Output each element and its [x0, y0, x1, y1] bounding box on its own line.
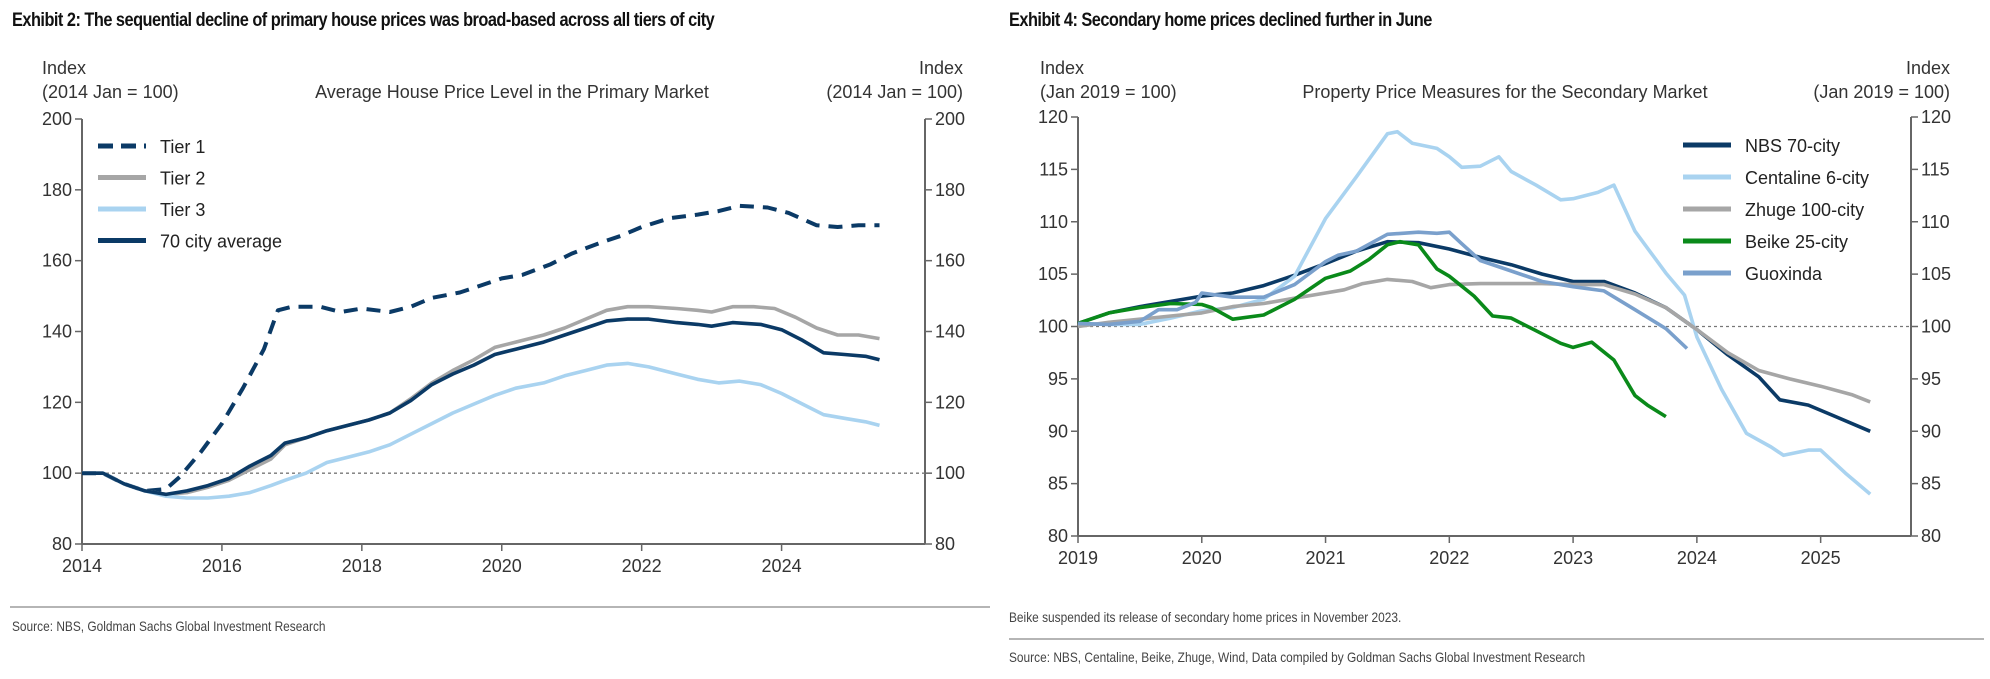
- y-tick-label-left: 120: [42, 392, 72, 412]
- y-tick-label-left: 110: [1039, 212, 1068, 232]
- right-axis-label-line1: Index: [1906, 58, 1950, 78]
- y-tick-label-right: 105: [1921, 264, 1951, 284]
- y-tick-label-right: 120: [1921, 107, 1951, 127]
- legend-label: Zhuge 100-city: [1745, 200, 1864, 220]
- y-tick-label-left: 140: [42, 322, 72, 342]
- left-axis-label-line1: Index: [42, 58, 86, 78]
- right-axis-label-line2: (Jan 2019 = 100): [1813, 82, 1950, 102]
- y-tick-label-left: 105: [1038, 264, 1068, 284]
- exhibit-4-title: Exhibit 4: Secondary home prices decline…: [1009, 10, 1432, 31]
- x-tick-label: 2023: [1553, 548, 1593, 568]
- y-tick-label-left: 85: [1048, 474, 1068, 494]
- y-tick-label-left: 80: [1048, 526, 1068, 546]
- series-line-tier-1: [82, 203, 880, 493]
- legend-label: Tier 3: [160, 200, 205, 220]
- right-divider: [1009, 638, 1984, 640]
- y-tick-label-right: 100: [935, 463, 965, 483]
- secondary-market-chart: Index (Jan 2019 = 100) Index (Jan 2019 =…: [1038, 58, 1951, 568]
- series-line-tier-3: [82, 361, 880, 500]
- right-axis-label-line1: Index: [919, 58, 963, 78]
- legend-label: Beike 25-city: [1745, 232, 1848, 252]
- y-tick-label-left: 80: [52, 534, 72, 554]
- y-tick-label-right: 85: [1921, 474, 1941, 494]
- y-tick-label-right: 140: [935, 322, 965, 342]
- y-tick-label-right: 80: [1921, 526, 1941, 546]
- y-tick-label-right: 80: [935, 534, 955, 554]
- x-tick-label: 2022: [1429, 548, 1469, 568]
- exhibit-2-title: Exhibit 2: The sequential decline of pri…: [12, 10, 715, 31]
- y-tick-label-left: 90: [1048, 421, 1068, 441]
- legend-label: NBS 70-city: [1745, 136, 1840, 156]
- left-divider: [10, 606, 990, 608]
- series-line-70-city-average: [82, 317, 880, 497]
- exhibit-2-source: Source: NBS, Goldman Sachs Global Invest…: [12, 618, 326, 634]
- left-axis-label-line2: (2014 Jan = 100): [42, 82, 179, 102]
- legend-label: Guoxinda: [1745, 264, 1823, 284]
- left-axis-label-line1: Index: [1040, 58, 1084, 78]
- y-tick-label-left: 200: [42, 109, 72, 129]
- x-tick-label: 2021: [1306, 548, 1346, 568]
- y-tick-label-right: 110: [1921, 212, 1950, 232]
- y-tick-label-left: 115: [1039, 159, 1068, 179]
- x-tick-label: 2018: [342, 556, 382, 576]
- y-tick-label-right: 120: [935, 392, 965, 412]
- y-tick-label-right: 160: [935, 251, 965, 271]
- right-axis-label-line2: (2014 Jan = 100): [826, 82, 963, 102]
- y-tick-label-right: 95: [1921, 369, 1941, 389]
- x-tick-label: 2024: [762, 556, 802, 576]
- y-tick-label-left: 120: [1038, 107, 1068, 127]
- primary-market-chart: Index (2014 Jan = 100) Index (2014 Jan =…: [42, 58, 965, 576]
- y-tick-label-left: 180: [42, 180, 72, 200]
- y-tick-label-left: 100: [1038, 317, 1068, 337]
- x-tick-label: 2019: [1058, 548, 1098, 568]
- x-tick-label: 2024: [1677, 548, 1717, 568]
- legend-label: Tier 2: [160, 169, 205, 189]
- y-tick-label-right: 115: [1921, 159, 1950, 179]
- y-tick-label-left: 160: [42, 251, 72, 271]
- x-tick-label: 2016: [202, 556, 242, 576]
- x-tick-label: 2014: [62, 556, 102, 576]
- series-line-centaline-6-city: [1077, 129, 1872, 496]
- y-tick-label-right: 200: [935, 109, 965, 129]
- legend-label: Tier 1: [160, 137, 205, 157]
- exhibit-4-source: Source: NBS, Centaline, Beike, Zhuge, Wi…: [1009, 649, 1586, 665]
- y-tick-label-left: 95: [1048, 369, 1068, 389]
- x-tick-label: 2022: [622, 556, 662, 576]
- series-line-beike-25-city: [1077, 239, 1667, 419]
- x-tick-label: 2025: [1801, 548, 1841, 568]
- legend-label: 70 city average: [160, 232, 282, 252]
- series-line-guoxinda: [1077, 230, 1689, 350]
- x-tick-label: 2020: [482, 556, 522, 576]
- chart-title: Property Price Measures for the Secondar…: [1302, 82, 1707, 102]
- x-tick-label: 2020: [1182, 548, 1222, 568]
- chart-title: Average House Price Level in the Primary…: [315, 82, 709, 102]
- y-tick-label-right: 90: [1921, 421, 1941, 441]
- left-axis-label-line2: (Jan 2019 = 100): [1040, 82, 1177, 102]
- legend-label: Centaline 6-city: [1745, 168, 1869, 188]
- series-line-zhuge-100-city: [1077, 277, 1871, 404]
- y-tick-label-right: 180: [935, 180, 965, 200]
- exhibit-4-note: Beike suspended its release of secondary…: [1009, 609, 1402, 625]
- y-tick-label-left: 100: [42, 463, 72, 483]
- y-tick-label-right: 100: [1921, 317, 1951, 337]
